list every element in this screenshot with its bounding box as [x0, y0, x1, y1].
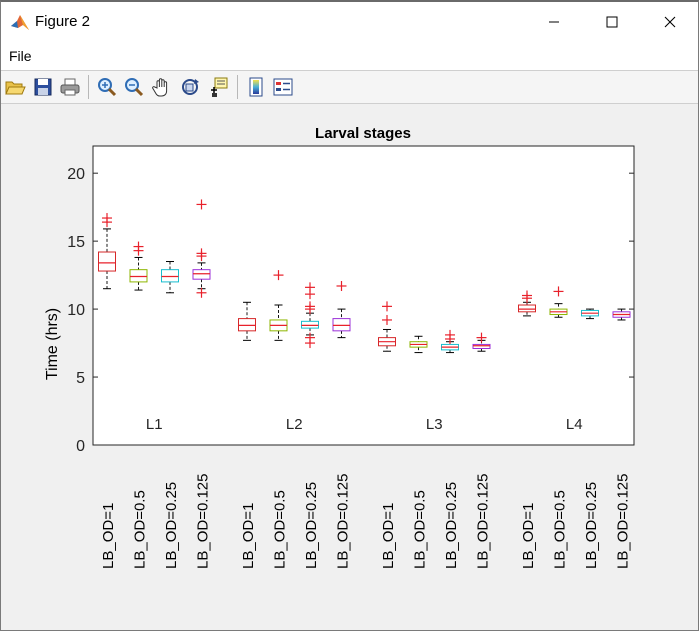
outlier-marker [196, 248, 207, 259]
outlier-marker [382, 301, 392, 312]
x-tick-label: LB_OD=0.125 [195, 474, 212, 570]
print-icon[interactable] [59, 76, 81, 98]
outlier-marker [273, 270, 284, 281]
legend-icon[interactable] [272, 76, 294, 98]
outlier-marker [133, 241, 144, 252]
box-plot [98, 213, 116, 290]
group-label: L4 [566, 416, 583, 433]
colorbar-icon[interactable] [245, 76, 267, 98]
x-tick-label: LB_OD=1 [520, 503, 537, 569]
box-plot [612, 308, 631, 321]
box-iqr [518, 304, 536, 313]
box-plot [518, 290, 536, 317]
box-iqr [238, 318, 256, 332]
matlab-logo-icon [11, 15, 29, 30]
box-series [98, 199, 631, 354]
box-iqr [129, 269, 148, 283]
box-plot [378, 301, 396, 352]
outlier-marker [196, 199, 207, 210]
box-plot [301, 282, 319, 349]
maximize-icon [606, 16, 618, 28]
data-cursor-icon[interactable] [207, 76, 229, 98]
x-tick-label: LB_OD=0.5 [412, 490, 429, 569]
x-tick-label: LB_OD=0.125 [615, 474, 632, 570]
chart-title: Larval stages [315, 125, 411, 142]
outlier-marker [196, 287, 207, 298]
x-tick-label: LB_OD=0.25 [443, 482, 460, 569]
larval-stages-boxplot: Larval stages Time (hrs) 0 5 10 15 20 L1 L2 L3… [44, 125, 635, 570]
box-iqr [161, 269, 179, 283]
x-tick-label: LB_OD=0.25 [303, 482, 320, 569]
box-plot [192, 199, 211, 298]
box-plot [581, 308, 599, 320]
x-tick-label: LB_OD=1 [380, 503, 397, 569]
box-iqr [332, 318, 351, 332]
x-tick-label: LB_OD=0.125 [475, 474, 492, 570]
menu-bar: File [1, 42, 698, 71]
x-tick-label: LB_OD=1 [240, 503, 257, 569]
rotate-3d-icon[interactable] [179, 76, 201, 98]
window-title: Figure 2 [35, 13, 91, 30]
x-axis-tick-labels: LB_OD=1 LB_OD=0.5 LB_OD=0.25 LB_OD=0.125 LB_… [100, 474, 632, 570]
box-plot [332, 280, 351, 339]
pan-icon[interactable] [151, 76, 173, 98]
zoom-out-icon[interactable] [123, 76, 145, 98]
outlier-marker [305, 301, 315, 312]
box-plot [129, 241, 148, 291]
y-axis-label: Time (hrs) [44, 308, 61, 380]
group-label: L2 [286, 416, 303, 433]
toolbar-separator [237, 75, 238, 99]
box-iqr [301, 320, 319, 329]
box-iqr [192, 269, 211, 280]
x-tick-label: LB_OD=0.5 [552, 490, 569, 569]
y-tick-label: 15 [67, 234, 85, 251]
box-iqr [472, 343, 491, 350]
x-tick-label: LB_OD=1 [100, 503, 117, 569]
outlier-marker [102, 213, 112, 224]
box-plot [549, 286, 568, 318]
outlier-marker [476, 332, 487, 343]
box-plot [472, 332, 491, 352]
plot-area [92, 145, 635, 446]
group-label: L1 [146, 416, 163, 433]
x-tick-label: LB_OD=0.5 [132, 490, 149, 569]
box-plot [238, 301, 256, 341]
close-button[interactable] [641, 2, 699, 42]
menu-file[interactable]: File [9, 48, 32, 64]
outlier-marker [445, 329, 455, 340]
title-bar: Figure 2 [1, 2, 698, 42]
box-plot [441, 329, 459, 354]
figure-toolbar [1, 71, 698, 104]
x-tick-label: LB_OD=0.5 [272, 490, 289, 569]
box-plot [161, 261, 179, 294]
x-tick-label: LB_OD=0.25 [163, 482, 180, 569]
y-tick-label: 0 [76, 438, 85, 455]
box-plot [409, 335, 428, 354]
outlier-marker [305, 332, 315, 343]
y-axis: 0 5 10 15 20 [67, 166, 634, 455]
box-plot [269, 270, 288, 341]
close-icon [664, 16, 676, 28]
box-iqr [98, 251, 116, 272]
minimize-button[interactable] [525, 2, 583, 42]
y-tick-label: 5 [76, 370, 85, 387]
group-labels: L1 L2 L3 L4 [146, 416, 583, 433]
maximize-button[interactable] [583, 2, 641, 42]
save-icon[interactable] [32, 76, 54, 98]
outlier-marker [382, 314, 392, 325]
outlier-marker [553, 286, 564, 297]
open-icon[interactable] [4, 76, 26, 98]
outlier-marker [522, 290, 532, 301]
y-tick-label: 10 [67, 302, 85, 319]
group-label: L3 [426, 416, 443, 433]
minimize-icon [549, 21, 559, 23]
zoom-in-icon[interactable] [96, 76, 118, 98]
toolbar-separator [88, 75, 89, 99]
x-tick-label: LB_OD=0.25 [583, 482, 600, 569]
outlier-marker [305, 282, 315, 293]
outlier-marker [336, 280, 347, 291]
y-tick-label: 20 [67, 166, 85, 183]
x-tick-label: LB_OD=0.125 [335, 474, 352, 570]
